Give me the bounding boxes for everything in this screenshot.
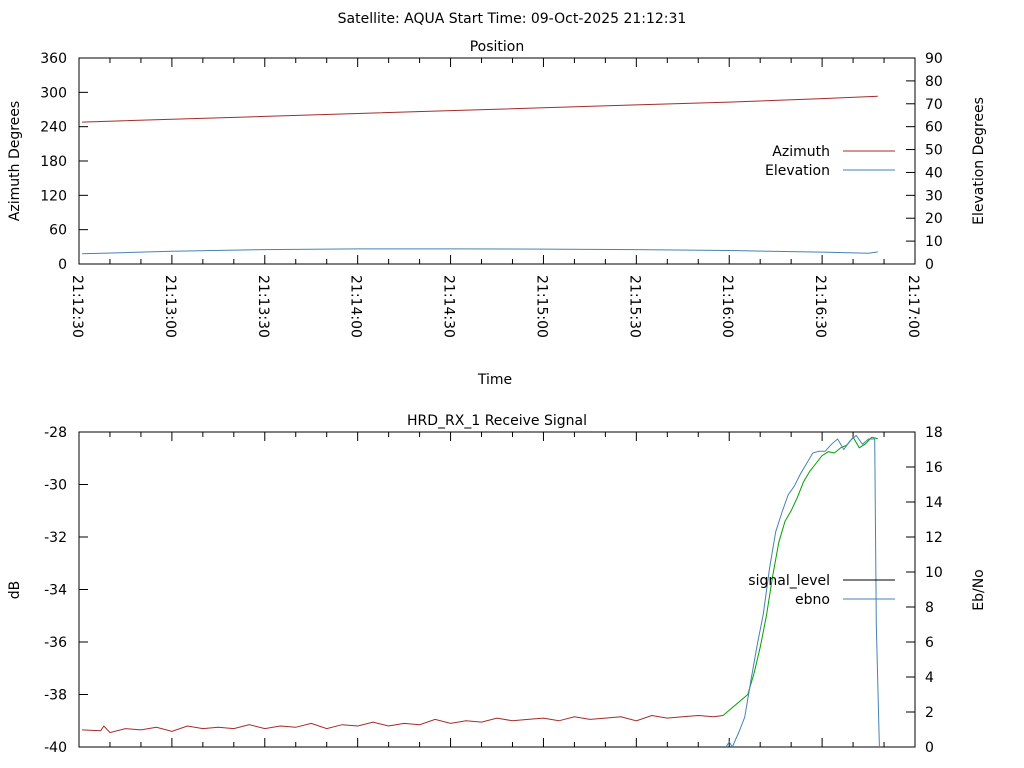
y2-tick-label: 70 (925, 97, 943, 113)
series-ebno (725, 434, 880, 749)
series-signal-level-lock (722, 436, 878, 716)
y2-tick-label: 2 (925, 705, 934, 721)
signal-chart-title: HRD_RX_1 Receive Signal (407, 413, 587, 429)
x-tick-label: 21:15:00 (533, 275, 549, 338)
x-tick-label: 21:14:00 (348, 275, 364, 338)
y-tick-label: 120 (40, 188, 67, 204)
y2-tick-label: 10 (925, 234, 943, 250)
y-tick-label: -32 (44, 530, 67, 546)
signal-plot-frame (78, 431, 916, 748)
azimuth-y-axis-label: Azimuth Degrees (7, 101, 23, 221)
y-tick-label: 60 (49, 223, 67, 239)
page-title: Satellite: AQUA Start Time: 09-Oct-2025 … (338, 11, 687, 27)
y-tick-label: 180 (40, 154, 67, 170)
y2-tick-label: 10 (925, 565, 943, 581)
legend-azimuth-label: Azimuth (772, 144, 830, 160)
signal-legend: signal_level ebno (748, 573, 895, 608)
ebno-y-axis-label: Eb/No (971, 569, 987, 611)
x-tick-label: 21:13:30 (255, 275, 271, 338)
y2-tick-label: 50 (925, 143, 943, 159)
legend-ebno-label: ebno (795, 592, 830, 608)
y2-tick-label: 6 (925, 635, 934, 651)
y2-tick-label: 8 (925, 600, 934, 616)
y2-tick-label: 60 (925, 120, 943, 136)
y2-tick-label: 90 (925, 51, 943, 67)
y2-tick-label: 14 (925, 495, 943, 511)
y2-tick-label: 0 (925, 257, 934, 273)
y2-tick-label: 4 (925, 670, 934, 686)
x-tick-label: 21:17:00 (905, 275, 921, 338)
y2-tick-label: 30 (925, 188, 943, 204)
y2-tick-label: 16 (925, 460, 943, 476)
position-chart: Position Time Azimuth Degrees Elevation … (7, 39, 987, 388)
db-y-axis-label: dB (7, 581, 23, 600)
y-tick-label: 300 (40, 85, 67, 101)
series-azimuth (82, 95, 878, 123)
y-tick-label: -28 (44, 425, 67, 441)
y2-tick-label: 12 (925, 530, 943, 546)
y2-tick-label: 80 (925, 74, 943, 90)
x-tick-label: 21:16:30 (812, 275, 828, 338)
series-signal-level (82, 714, 724, 734)
x-tick-label: 21:16:00 (719, 275, 735, 338)
x-tick-label: 21:13:00 (162, 275, 178, 338)
y-tick-label: 0 (58, 257, 67, 273)
legend-elevation-label: Elevation (765, 163, 830, 179)
y2-tick-label: 18 (925, 425, 943, 441)
position-plot-frame (78, 57, 916, 265)
position-legend: Azimuth Elevation (765, 144, 895, 179)
elevation-y-axis-label: Elevation Degrees (971, 97, 987, 225)
x-tick-label: 21:14:30 (441, 275, 457, 338)
legend-signal-level-label: signal_level (748, 573, 830, 589)
y2-tick-label: 20 (925, 211, 943, 227)
y2-tick-label: 0 (925, 740, 934, 756)
position-x-axis-label: Time (477, 372, 512, 388)
y-tick-label: -40 (44, 740, 67, 756)
y-tick-label: -34 (44, 583, 67, 599)
series-elevation (82, 248, 878, 255)
signal-chart: HRD_RX_1 Receive Signal dB Eb/No -40 -38 -… (7, 413, 987, 756)
y-tick-label: -38 (44, 688, 67, 704)
x-tick-label: 21:15:30 (626, 275, 642, 338)
y-tick-label: -36 (44, 635, 67, 651)
x-tick-label: 21:12:30 (69, 275, 85, 338)
y-tick-label: 240 (40, 120, 67, 136)
y2-tick-label: 40 (925, 165, 943, 181)
position-chart-title: Position (470, 39, 525, 55)
y-tick-label: -30 (44, 478, 67, 494)
y-tick-label: 360 (40, 51, 67, 67)
